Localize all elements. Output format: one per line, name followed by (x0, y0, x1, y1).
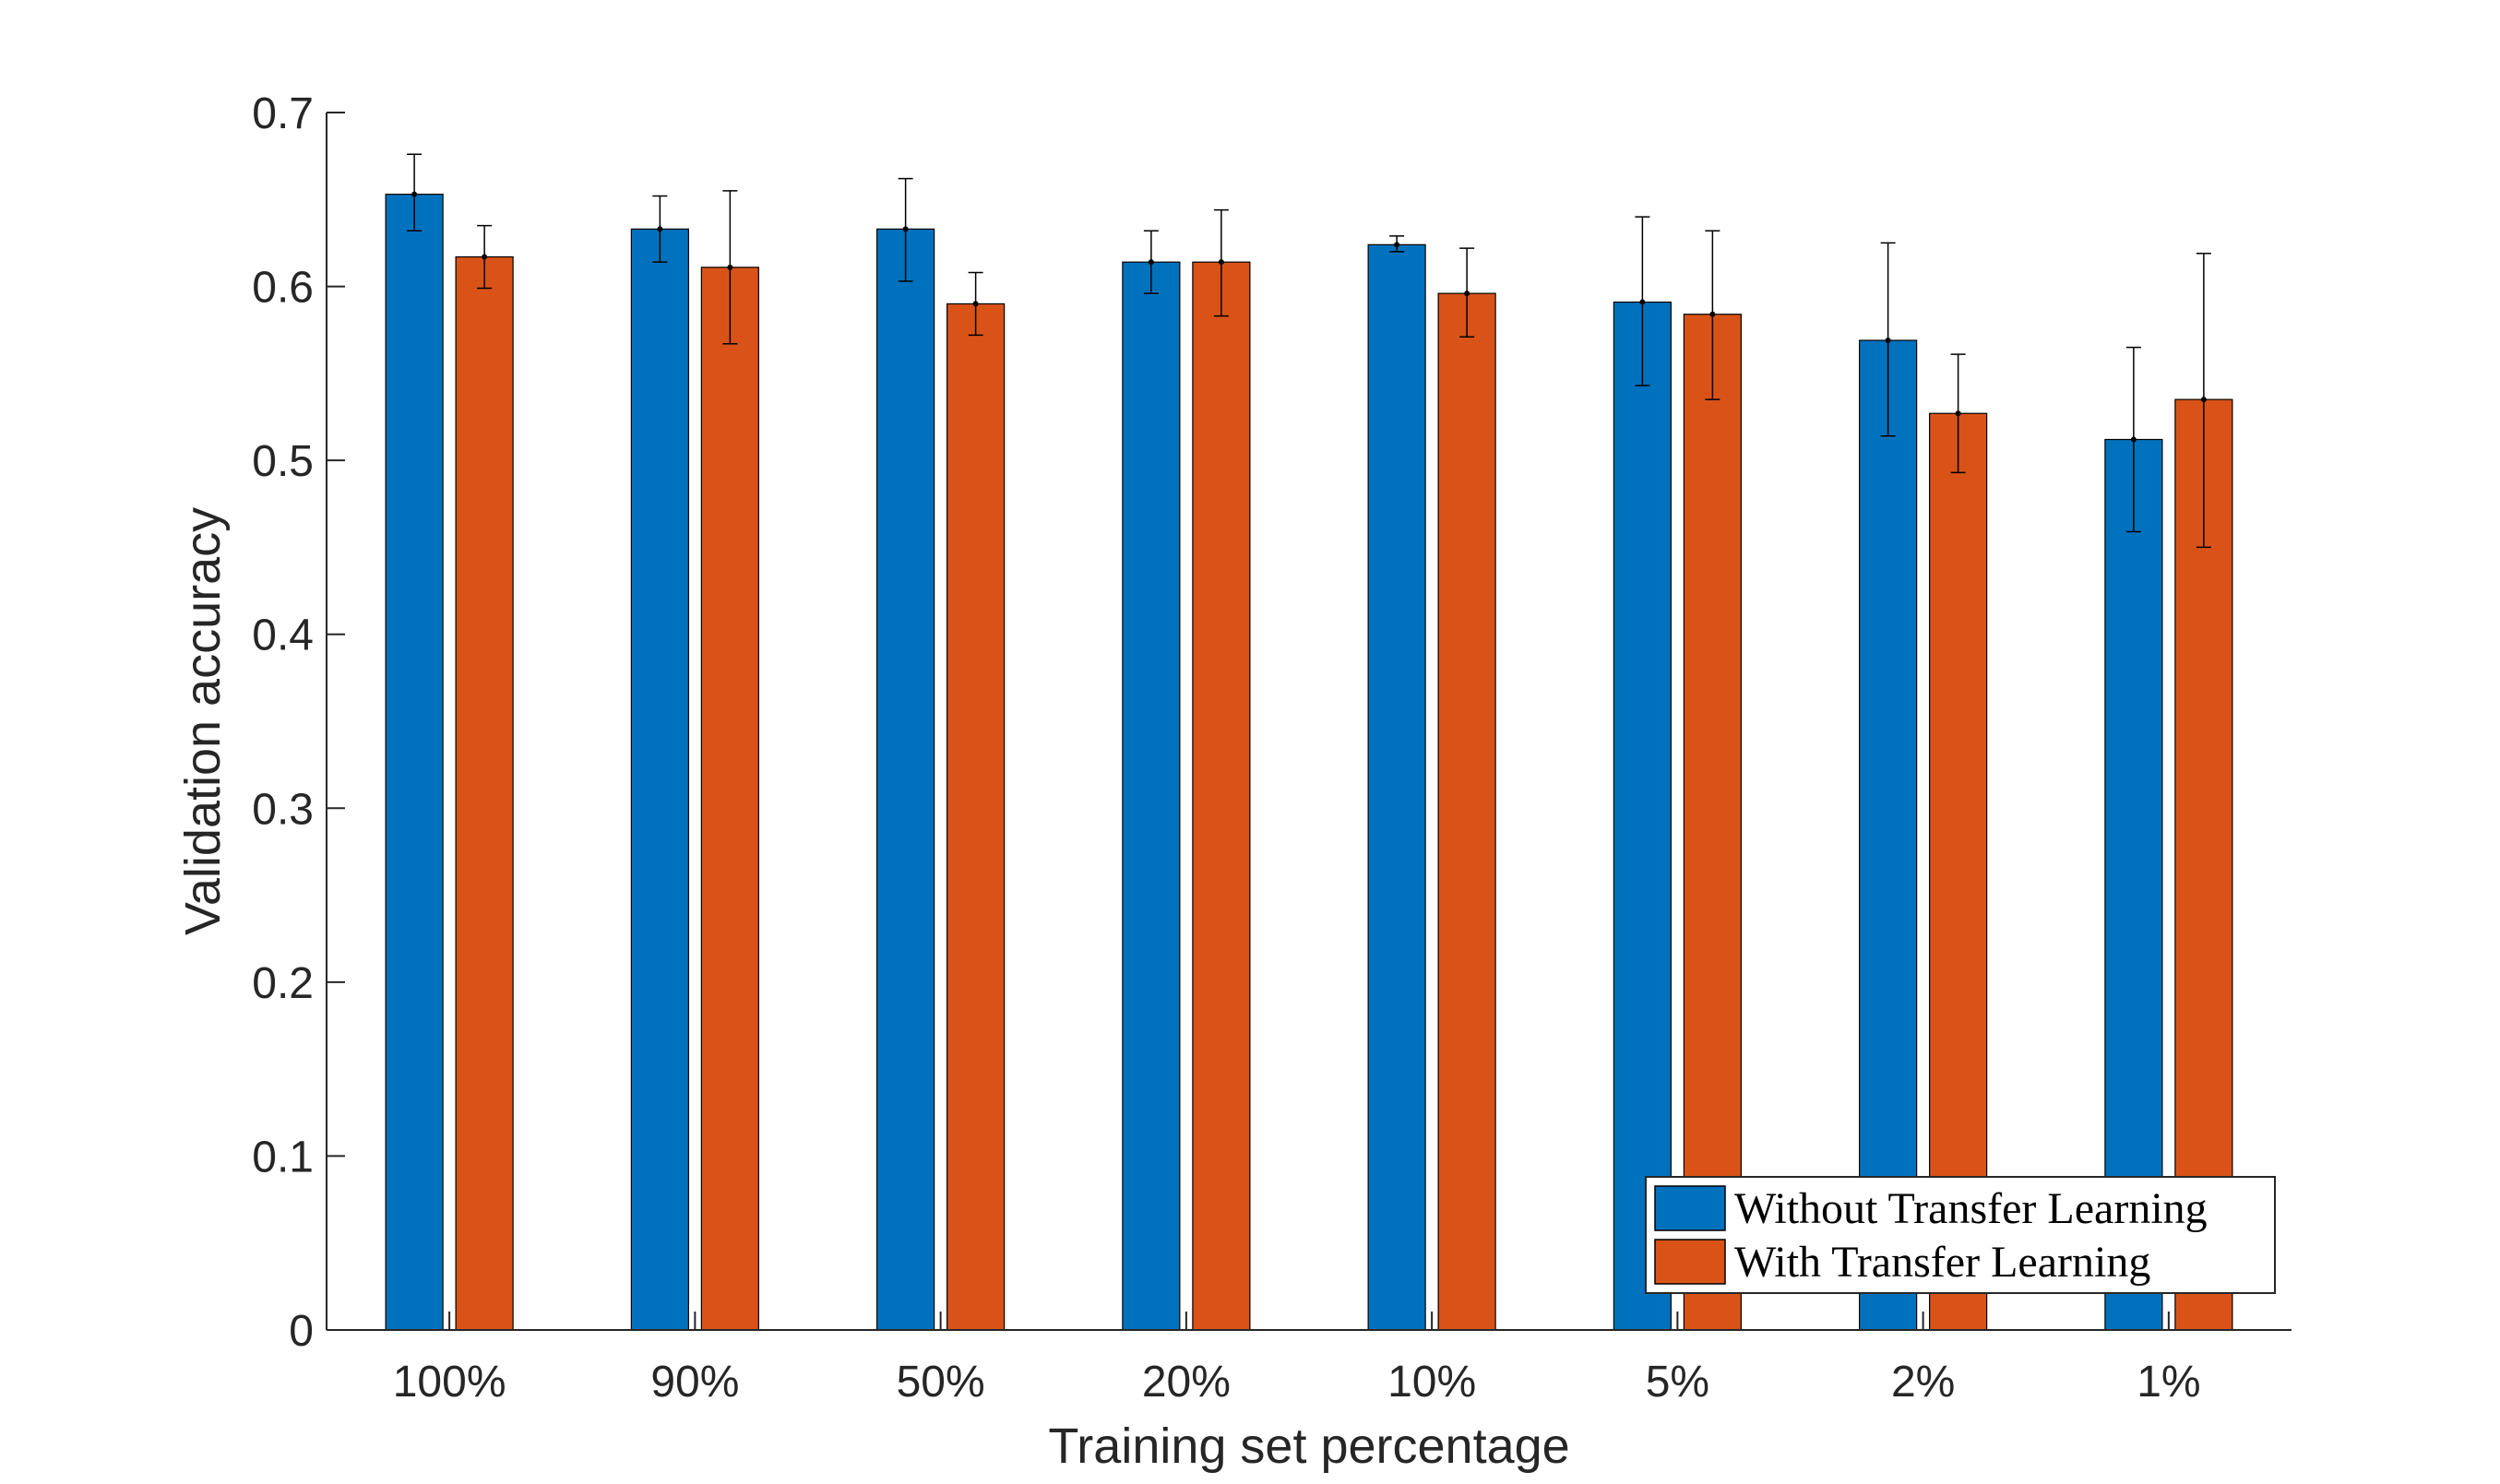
bar-without-transfer-3 (876, 228, 935, 1331)
bar-with-transfer-8 (2174, 398, 2233, 1331)
plot-background (327, 113, 2292, 1330)
y-tick-label-3: 0.3 (252, 785, 314, 834)
bar-without-transfer-7 (1859, 339, 1918, 1331)
bar-with-transfer-3 (946, 303, 1006, 1331)
bar-without-transfer-4 (1122, 261, 1181, 1331)
bar-without-transfer-1 (385, 194, 444, 1331)
y-tick-label-6: 0.6 (252, 264, 314, 313)
errorbar-center-without-transfer-5 (1394, 242, 1400, 248)
errorbar-center-with-transfer-2 (727, 264, 733, 270)
x-tick-label-1: 100% (393, 1358, 506, 1407)
x-tick-label-8: 1% (2137, 1358, 2200, 1407)
bar-without-transfer-5 (1367, 243, 1426, 1331)
y-axis-label: Validation accuracy (175, 507, 231, 935)
y-tick-label-1: 0.1 (252, 1133, 314, 1181)
errorbar-center-with-transfer-4 (1218, 259, 1224, 266)
legend-label-with-transfer: With Transfer Learning (1734, 1238, 2150, 1287)
x-tick-label-7: 2% (1891, 1358, 1955, 1407)
bar-with-transfer-6 (1683, 314, 1742, 1331)
legend-swatch-with-transfer (1654, 1239, 1726, 1285)
bar-with-transfer-5 (1437, 292, 1496, 1331)
axes-layer: 100% 90% 50% 20% 10% 5% 2% 1% 0 0.1 0.2 0.3 0.4 0.5 0.… (252, 89, 2292, 1407)
errorbar-center-with-transfer-5 (1464, 291, 1470, 297)
y-tick-label-5: 0.5 (252, 437, 314, 486)
y-tick-label-4: 0.4 (252, 611, 314, 660)
legend-swatch-without-transfer (1654, 1185, 1726, 1231)
bar-with-transfer-4 (1192, 261, 1251, 1331)
errorbar-center-without-transfer-3 (902, 226, 909, 232)
errorbar-center-without-transfer-4 (1148, 259, 1154, 266)
errorbar-center-without-transfer-7 (1885, 338, 1891, 344)
errorbar-center-without-transfer-2 (657, 226, 663, 232)
legend-label-without-transfer: Without Transfer Learning (1734, 1184, 2208, 1233)
errorbar-center-with-transfer-3 (972, 301, 979, 307)
x-axis-label: Training set percentage (1048, 1419, 1569, 1474)
errorbar-center-without-transfer-1 (411, 191, 418, 197)
errorbar-center-with-transfer-8 (2200, 397, 2207, 403)
errorbar-center-with-transfer-1 (482, 254, 488, 260)
errorbar-center-with-transfer-7 (1955, 410, 1961, 417)
errorbars-layer (407, 153, 2211, 549)
bar-with-transfer-1 (455, 255, 514, 1331)
y-tick-label-0: 0 (289, 1307, 314, 1356)
bar-without-transfer-6 (1613, 301, 1672, 1331)
bar-with-transfer-2 (700, 267, 759, 1331)
legend-box (1645, 1176, 2276, 1294)
bar-without-transfer-2 (630, 228, 689, 1331)
bars-layer (385, 194, 2233, 1331)
errorbar-center-with-transfer-6 (1709, 311, 1716, 317)
y-tick-label-2: 0.2 (252, 959, 314, 1008)
errorbar-center-without-transfer-6 (1639, 299, 1646, 305)
x-tick-label-4: 20% (1142, 1358, 1231, 1407)
x-tick-label-5: 10% (1387, 1358, 1476, 1407)
x-tick-label-3: 50% (897, 1358, 985, 1407)
labels-layer: Training set percentage Validation accur… (175, 507, 1570, 1474)
x-tick-label-2: 90% (650, 1358, 739, 1407)
errorbar-center-without-transfer-8 (2130, 436, 2137, 443)
y-tick-label-7: 0.7 (252, 89, 314, 138)
x-tick-label-6: 5% (1646, 1358, 1709, 1407)
legend: Without Transfer Learning With Transfer … (1645, 1176, 2276, 1294)
